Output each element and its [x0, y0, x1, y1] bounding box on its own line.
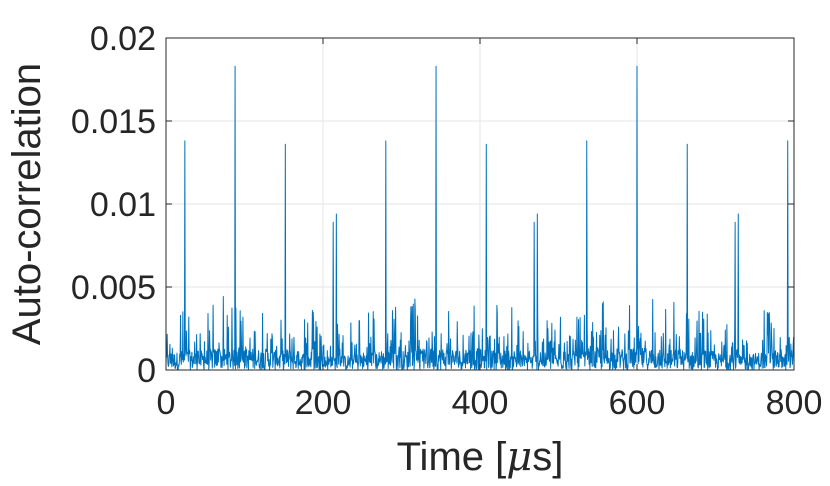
x-tick-label: 600	[609, 384, 666, 422]
x-tick-label: 200	[295, 384, 352, 422]
y-tick-label: 0.015	[71, 103, 156, 141]
y-tick-label: 0.005	[71, 269, 156, 307]
y-tick-label: 0.02	[90, 20, 156, 58]
x-tick-label: 0	[157, 384, 176, 422]
y-tick-label: 0.01	[90, 186, 156, 224]
tick-labels: 0 200 400 600 800 0 0.005 0.01 0.015 0.02	[71, 20, 822, 422]
series-layer	[165, 65, 795, 370]
x-tick-label: 800	[766, 384, 823, 422]
y-axis-label: Auto-correlation	[5, 63, 49, 345]
x-axis-label: Time [μs]	[397, 434, 564, 480]
x-tick-label: 400	[452, 384, 509, 422]
series-line	[165, 65, 795, 370]
ticks	[165, 37, 795, 371]
y-tick-label: 0	[137, 352, 156, 390]
